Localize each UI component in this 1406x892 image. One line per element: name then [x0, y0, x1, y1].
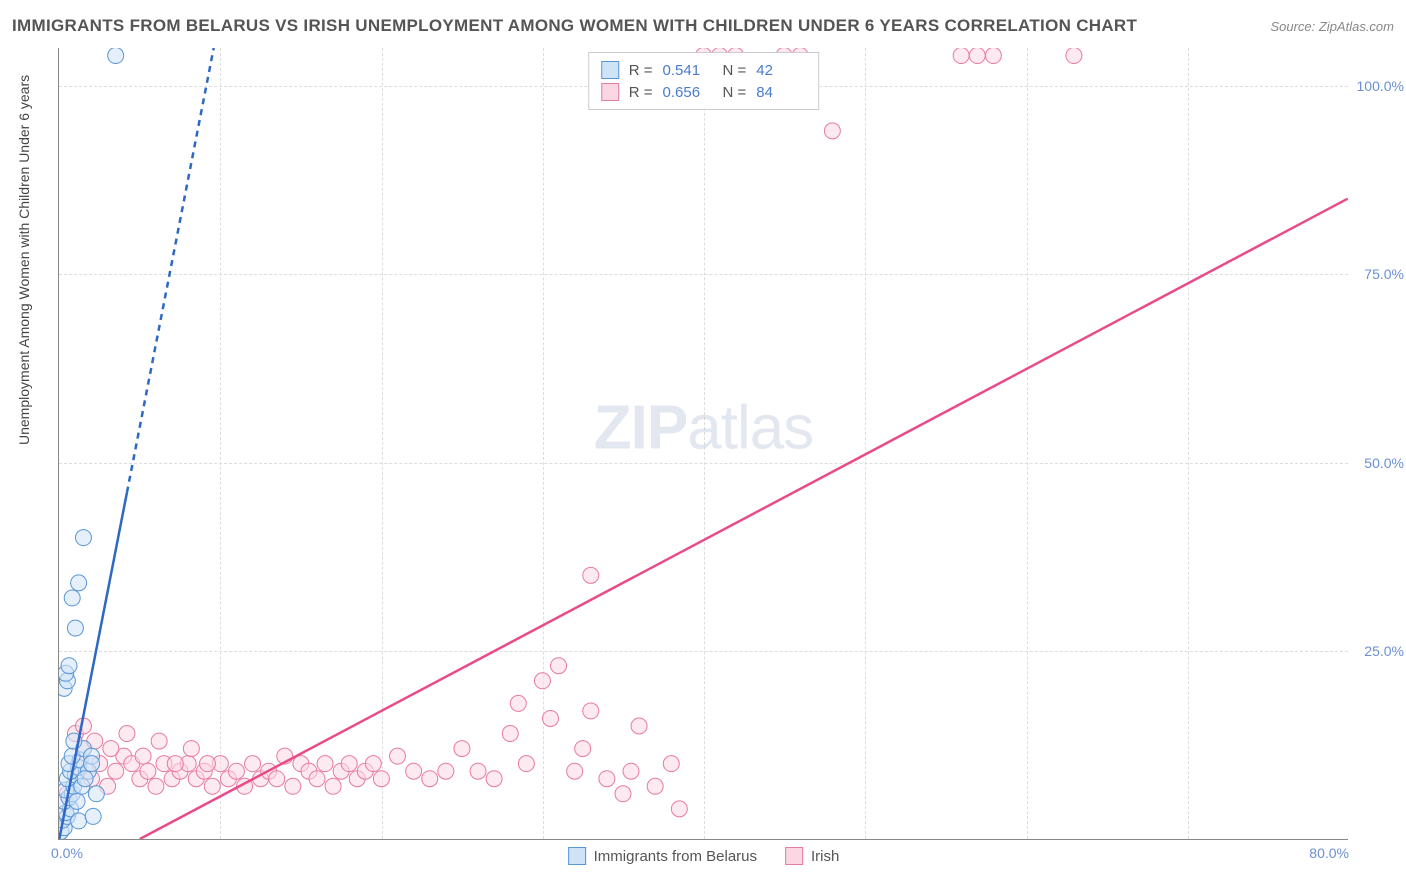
scatter-point [543, 710, 559, 726]
scatter-point [245, 756, 261, 772]
scatter-point [623, 763, 639, 779]
scatter-point [518, 756, 534, 772]
scatter-point [135, 748, 151, 764]
scatter-point [199, 756, 215, 772]
scatter-point [119, 726, 135, 742]
source-attribution: Source: ZipAtlas.com [1270, 19, 1394, 34]
scatter-point [969, 48, 985, 64]
y-tick-label: 100.0% [1357, 78, 1404, 94]
scatter-point [390, 748, 406, 764]
scatter-point [663, 756, 679, 772]
scatter-point [167, 756, 183, 772]
scatter-point [470, 763, 486, 779]
scatter-point [309, 771, 325, 787]
legend-row-series2: R = 0.656 N = 84 [601, 81, 807, 103]
scatter-point [64, 590, 80, 606]
scatter-point [77, 771, 93, 787]
scatter-point [422, 771, 438, 787]
scatter-point [1066, 48, 1082, 64]
scatter-point [341, 756, 357, 772]
legend-item-series2: Irish [785, 847, 839, 865]
y-tick-label: 50.0% [1364, 455, 1404, 471]
scatter-point [551, 658, 567, 674]
scatter-point [583, 703, 599, 719]
legend-item-series1: Immigrants from Belarus [568, 847, 757, 865]
scatter-point [365, 756, 381, 772]
scatter-point [454, 741, 470, 757]
legend-row-series1: R = 0.541 N = 42 [601, 59, 807, 81]
scatter-point [61, 658, 77, 674]
correlation-legend: R = 0.541 N = 42 R = 0.656 N = 84 [588, 52, 820, 110]
scatter-point [317, 756, 333, 772]
x-tick-label: 80.0% [1309, 845, 1349, 861]
scatter-point [103, 741, 119, 757]
scatter-point [108, 763, 124, 779]
scatter-point [269, 771, 285, 787]
scatter-point [631, 718, 647, 734]
scatter-point [204, 778, 220, 794]
scatter-point [406, 763, 422, 779]
trend-line [140, 199, 1348, 839]
scatter-point [647, 778, 663, 794]
scatter-point [599, 771, 615, 787]
scatter-point [75, 530, 91, 546]
scatter-point [824, 123, 840, 139]
scatter-point [502, 726, 518, 742]
trend-line [127, 48, 214, 492]
scatter-point [183, 741, 199, 757]
scatter-point [486, 771, 502, 787]
scatter-point [985, 48, 1001, 64]
y-tick-label: 25.0% [1364, 643, 1404, 659]
scatter-point [148, 778, 164, 794]
legend-swatch-series1 [601, 61, 619, 79]
scatter-point [534, 673, 550, 689]
scatter-point [373, 771, 389, 787]
scatter-plot-svg [59, 48, 1348, 839]
scatter-point [151, 733, 167, 749]
scatter-point [953, 48, 969, 64]
scatter-point [510, 695, 526, 711]
legend-swatch-series1 [568, 847, 586, 865]
scatter-point [67, 620, 83, 636]
legend-swatch-series2 [785, 847, 803, 865]
scatter-point [438, 763, 454, 779]
scatter-point [615, 786, 631, 802]
scatter-point [69, 793, 85, 809]
scatter-point [85, 808, 101, 824]
scatter-point [567, 763, 583, 779]
legend-swatch-series2 [601, 83, 619, 101]
scatter-point [228, 763, 244, 779]
scatter-point [325, 778, 341, 794]
scatter-point [88, 786, 104, 802]
scatter-point [575, 741, 591, 757]
scatter-point [140, 763, 156, 779]
scatter-point [71, 575, 87, 591]
series-legend: Immigrants from Belarus Irish [568, 847, 840, 865]
scatter-point [671, 801, 687, 817]
scatter-point [84, 756, 100, 772]
scatter-point [108, 48, 124, 64]
plot-area: ZIPatlas R = 0.541 N = 42 R = 0.656 N = … [58, 48, 1348, 840]
y-axis-label: Unemployment Among Women with Children U… [16, 75, 32, 445]
scatter-point [285, 778, 301, 794]
chart-title: IMMIGRANTS FROM BELARUS VS IRISH UNEMPLO… [12, 16, 1137, 36]
scatter-point [71, 813, 87, 829]
scatter-point [583, 567, 599, 583]
x-tick-label: 0.0% [51, 845, 83, 861]
y-tick-label: 75.0% [1364, 266, 1404, 282]
